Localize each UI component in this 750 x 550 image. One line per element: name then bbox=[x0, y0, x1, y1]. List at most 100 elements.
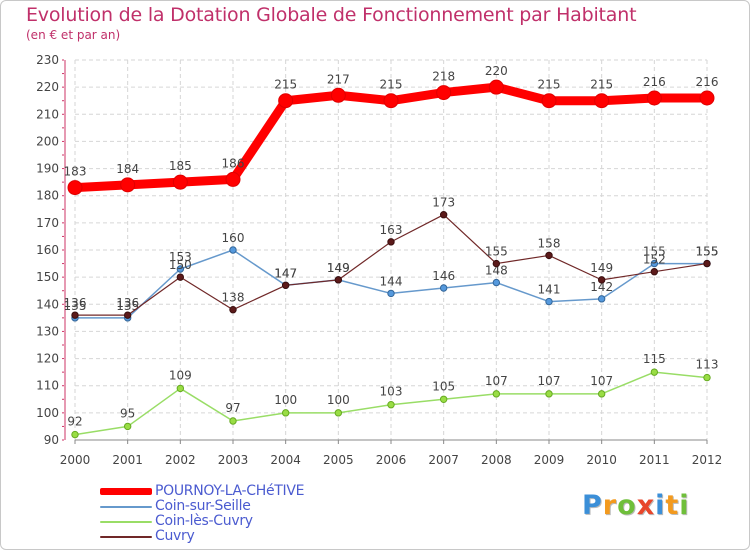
chart-legend: POURNOY-LA-CHéTIVE Coin-sur-Seille Coin-… bbox=[100, 484, 304, 544]
data-point-3 bbox=[123, 311, 132, 319]
data-point-0 bbox=[436, 85, 452, 101]
data-point-2 bbox=[387, 401, 395, 409]
data-label-2: 103 bbox=[380, 385, 403, 399]
data-point-3 bbox=[387, 238, 395, 246]
x-tick-label: 2006 bbox=[376, 453, 407, 467]
data-point-2 bbox=[334, 409, 343, 417]
data-label-0: 215 bbox=[590, 78, 613, 92]
data-label-1: 155 bbox=[643, 245, 666, 259]
data-point-3 bbox=[650, 268, 659, 276]
data-label-0: 217 bbox=[327, 72, 350, 86]
data-point-1 bbox=[229, 246, 237, 254]
data-point-1 bbox=[597, 295, 606, 303]
data-point-0 bbox=[172, 174, 188, 190]
data-label-2: 105 bbox=[432, 379, 455, 393]
proxiti-logo: Proxiti bbox=[582, 490, 690, 521]
y-tick-label: 100 bbox=[36, 406, 59, 420]
data-point-0 bbox=[699, 90, 715, 106]
logo-letter-1: P bbox=[582, 490, 603, 521]
data-label-3: 136 bbox=[116, 296, 139, 310]
data-point-3 bbox=[229, 306, 237, 314]
legend-label-coin-les-cuvry: Coin-lès-Cuvry bbox=[155, 513, 253, 529]
data-label-2: 113 bbox=[696, 358, 719, 372]
x-tick-label: 2011 bbox=[639, 453, 670, 467]
data-label-0: 215 bbox=[274, 78, 297, 92]
data-point-0 bbox=[120, 177, 136, 193]
y-tick-label: 210 bbox=[36, 107, 59, 121]
data-label-2: 95 bbox=[120, 406, 135, 420]
data-label-2: 109 bbox=[169, 368, 192, 382]
data-label-1: 144 bbox=[380, 274, 403, 288]
data-point-1 bbox=[176, 265, 185, 273]
data-label-3: 152 bbox=[643, 253, 666, 267]
data-label-1: 148 bbox=[485, 264, 508, 278]
data-point-3 bbox=[492, 259, 501, 268]
data-label-0: 216 bbox=[696, 75, 719, 89]
data-label-1: 149 bbox=[327, 261, 350, 275]
legend-label-pournoy: POURNOY-LA-CHéTIVE bbox=[155, 483, 305, 499]
y-tick-label: 170 bbox=[36, 216, 59, 230]
data-label-1: 153 bbox=[169, 250, 192, 264]
data-point-2 bbox=[176, 384, 185, 393]
data-label-3: 138 bbox=[222, 291, 245, 305]
data-label-3: 136 bbox=[64, 296, 87, 310]
data-point-0 bbox=[383, 93, 399, 109]
data-point-0 bbox=[330, 87, 346, 103]
y-tick-label: 130 bbox=[36, 324, 59, 338]
data-label-0: 185 bbox=[169, 159, 192, 173]
data-point-3 bbox=[703, 259, 711, 268]
data-point-3 bbox=[334, 276, 343, 284]
data-point-3 bbox=[281, 281, 290, 289]
data-point-0 bbox=[278, 93, 294, 109]
data-label-1: 146 bbox=[432, 269, 455, 283]
y-tick-label: 190 bbox=[36, 162, 59, 176]
data-label-3: 173 bbox=[432, 196, 455, 210]
x-tick-label: 2012 bbox=[692, 453, 723, 467]
logo-letter-4: x bbox=[636, 490, 656, 521]
data-label-1: 147 bbox=[274, 266, 297, 280]
data-point-0 bbox=[67, 180, 83, 196]
data-label-2: 107 bbox=[590, 374, 613, 388]
x-tick-label: 2002 bbox=[165, 453, 196, 467]
data-point-1 bbox=[492, 278, 501, 287]
data-point-1 bbox=[545, 297, 553, 306]
data-label-0: 186 bbox=[222, 156, 245, 170]
data-label-1: 142 bbox=[590, 280, 613, 294]
x-tick-label: 2007 bbox=[428, 453, 459, 467]
y-tick-label: 200 bbox=[36, 134, 59, 148]
data-label-3: 155 bbox=[485, 245, 508, 259]
y-tick-label: 90 bbox=[44, 433, 59, 447]
data-label-3: 147 bbox=[274, 266, 297, 280]
x-tick-label: 2004 bbox=[270, 453, 301, 467]
y-tick-label: 140 bbox=[36, 297, 59, 311]
data-point-2 bbox=[597, 390, 606, 398]
data-point-1 bbox=[650, 259, 659, 268]
data-label-3: 149 bbox=[590, 261, 613, 275]
data-label-0: 215 bbox=[538, 78, 561, 92]
data-label-3: 150 bbox=[169, 258, 192, 272]
data-point-2 bbox=[281, 409, 290, 417]
data-label-2: 100 bbox=[274, 393, 297, 407]
x-tick-label: 2001 bbox=[112, 453, 143, 467]
x-tick-label: 2009 bbox=[534, 453, 565, 467]
data-point-1 bbox=[439, 284, 448, 292]
data-point-2 bbox=[229, 417, 237, 425]
x-tick-label: 2000 bbox=[60, 453, 91, 467]
x-tick-label: 2008 bbox=[481, 453, 512, 467]
legend-swatch-pournoy bbox=[100, 488, 152, 495]
data-point-2 bbox=[703, 373, 711, 382]
data-point-3 bbox=[71, 311, 79, 319]
legend-item-pournoy: POURNOY-LA-CHéTIVE bbox=[100, 484, 304, 499]
data-label-3: 158 bbox=[538, 236, 561, 250]
logo-letter-7: i bbox=[679, 490, 690, 521]
y-tick-label: 160 bbox=[36, 243, 59, 257]
data-point-2 bbox=[650, 368, 659, 376]
data-label-0: 183 bbox=[64, 165, 87, 179]
legend-swatch-coin-les-cuvry bbox=[100, 520, 152, 523]
data-label-1: 135 bbox=[116, 299, 139, 313]
legend-swatch-coin-sur-seille bbox=[100, 505, 152, 508]
legend-label-coin-sur-seille: Coin-sur-Seille bbox=[155, 498, 251, 514]
x-tick-label: 2010 bbox=[586, 453, 617, 467]
y-tick-label: 150 bbox=[36, 270, 59, 284]
